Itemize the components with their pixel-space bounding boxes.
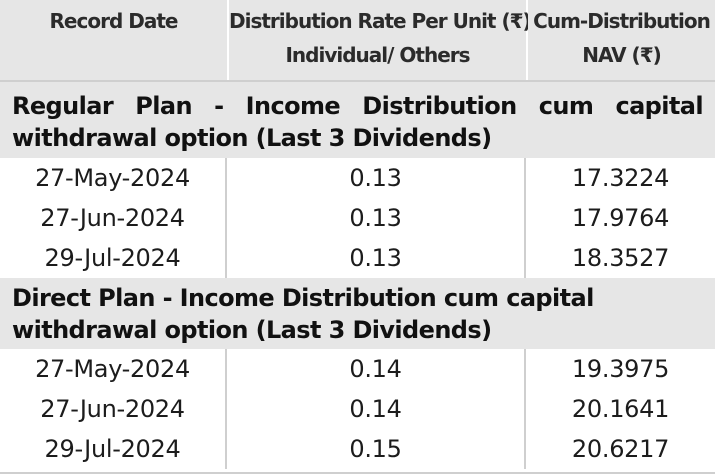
- section-heading-direct-plan: Direct Plan - Income Distribution cum ca…: [0, 278, 715, 349]
- distribution-rate-cell: 0.13: [227, 238, 526, 278]
- table-header-row: Record Date Distribution Rate Per Unit (…: [0, 0, 715, 82]
- record-date-cell: 27-Jun-2024: [0, 198, 227, 238]
- nav-cell: 17.9764: [571, 204, 670, 232]
- distribution-rate-cell: 0.13: [227, 158, 526, 198]
- column-header-distribution-rate-line1: Distribution Rate Per Unit (₹): [229, 9, 532, 33]
- table-row: 29-Jul-2024 0.15 20.6217: [0, 429, 715, 469]
- column-header-nav-line2: NAV (₹): [582, 43, 662, 67]
- column-header-record-date: Record Date: [0, 0, 227, 80]
- nav-cell: 19.3975: [571, 355, 670, 383]
- table-bottom-rule: [0, 472, 715, 474]
- nav-cell: 17.3224: [571, 164, 670, 192]
- column-header-distribution-rate: Distribution Rate Per Unit (₹) Individua…: [229, 0, 532, 80]
- record-date-cell: 27-May-2024: [0, 158, 227, 198]
- nav-cell: 18.3527: [571, 244, 670, 272]
- distribution-rate-cell: 0.14: [227, 349, 526, 389]
- table-row: 27-Jun-2024 0.13 17.9764: [0, 198, 715, 238]
- distribution-rate-cell: 0.13: [227, 198, 526, 238]
- column-header-distribution-rate-line2: Individual/ Others: [285, 43, 470, 67]
- record-date-cell: 29-Jul-2024: [0, 429, 227, 469]
- table-row: 27-May-2024 0.14 19.3975: [0, 349, 715, 389]
- record-date-cell: 27-Jun-2024: [0, 389, 227, 429]
- distribution-rate-cell: 0.15: [227, 429, 526, 469]
- record-date-cell: 29-Jul-2024: [0, 238, 227, 278]
- table-row: 29-Jul-2024 0.13 18.3527: [0, 238, 715, 278]
- nav-cell: 20.1641: [571, 395, 670, 423]
- column-header-record-date-text: Record Date: [49, 9, 179, 33]
- section-heading-regular-plan: Regular Plan - Income Distribution cum c…: [0, 82, 715, 158]
- table-row: 27-Jun-2024 0.14 20.1641: [0, 389, 715, 429]
- distribution-rate-cell: 0.14: [227, 389, 526, 429]
- table-row: 27-May-2024 0.13 17.3224: [0, 158, 715, 198]
- nav-cell: 20.6217: [571, 435, 670, 463]
- column-header-cum-distribution-nav: Cum-Distribution NAV (₹): [528, 0, 715, 80]
- column-header-nav-line1: Cum-Distribution: [533, 9, 711, 33]
- record-date-cell: 27-May-2024: [0, 349, 227, 389]
